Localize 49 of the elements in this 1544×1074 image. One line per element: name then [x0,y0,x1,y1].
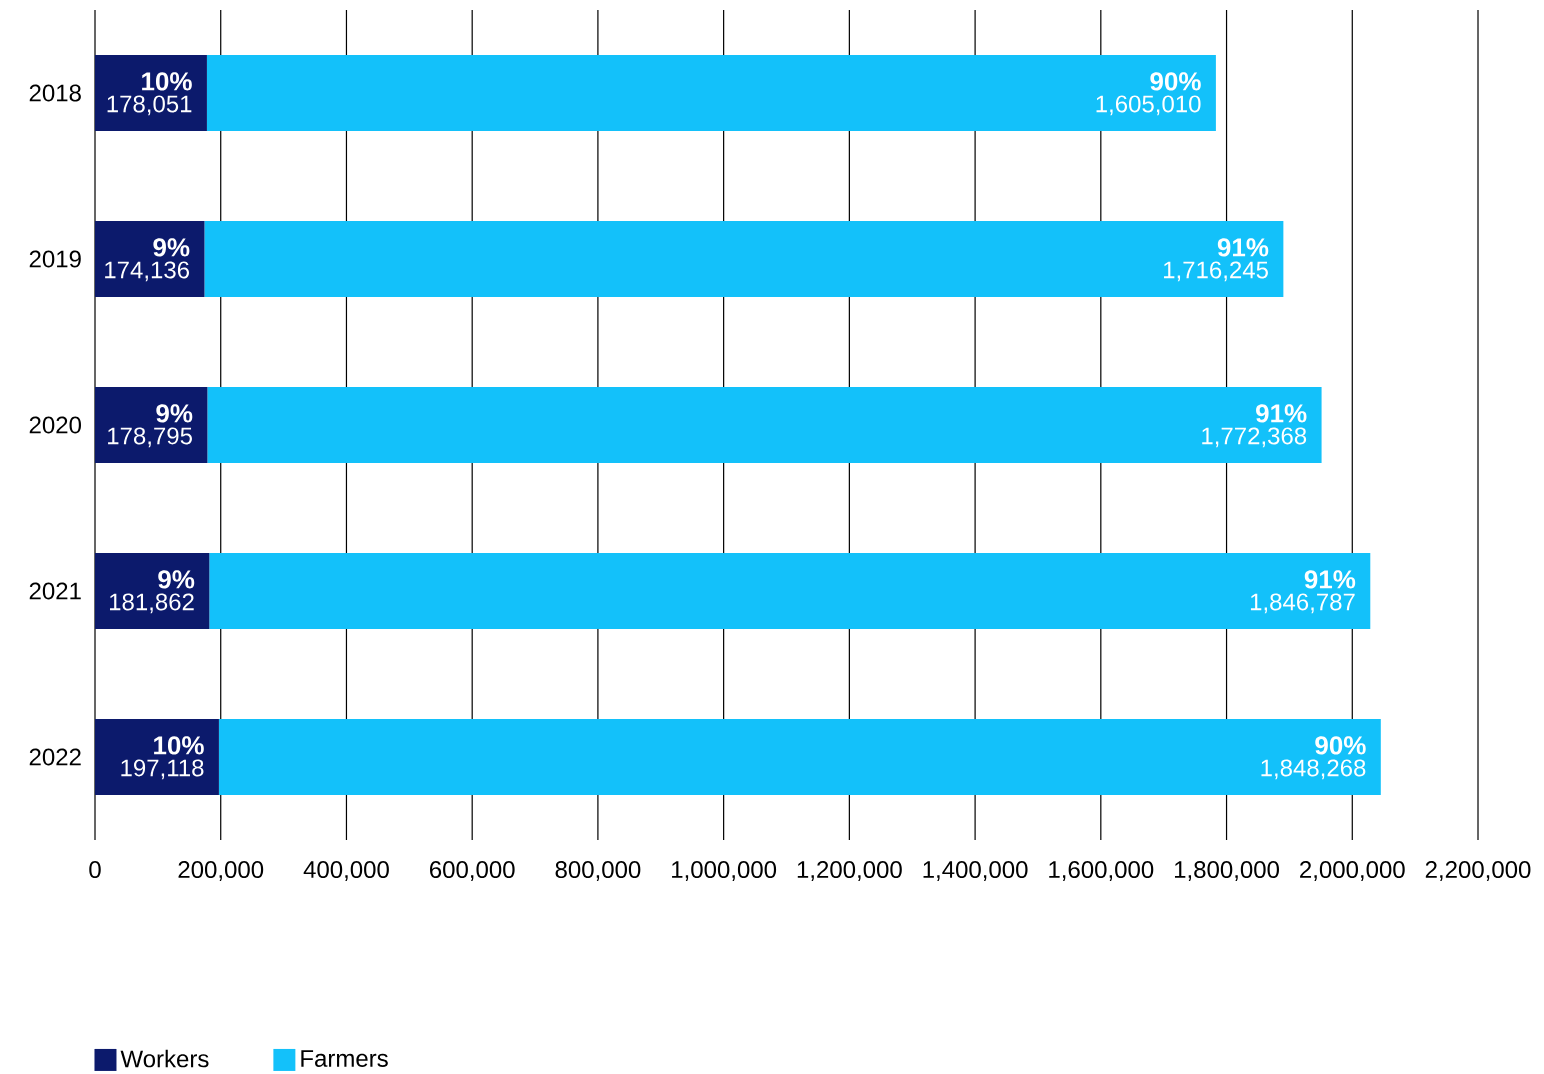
x-tick-label: 1,200,000 [797,861,902,881]
bar [218,718,1381,795]
y-tick-label: 2018 [29,84,81,102]
x-tick-label: 1,000,000 [672,861,777,881]
annotation: 91% [1304,570,1356,589]
data-label: 1,772,368 [1202,427,1307,448]
annotation: 9% [153,238,190,257]
legend-label: Workers [120,1049,209,1068]
x-tick-label: 2,000,000 [1300,861,1405,881]
y-tick-label: 2022 [29,748,81,766]
bar [95,718,219,795]
bar [206,55,1216,131]
x-tick-label: 1,600,000 [1049,861,1154,881]
bar [209,553,1371,629]
annotation: 90% [1315,736,1366,755]
y-tick-label: 2019 [29,250,81,268]
bar [95,553,210,629]
x-tick-label: 1,800,000 [1174,861,1279,881]
annotation: 91% [1217,238,1269,257]
bar [95,221,205,298]
annotation: 10% [142,72,192,91]
x-tick-label: 1,400,000 [923,861,1028,881]
x-tick-label: 800,000 [555,861,641,881]
bar [207,387,1322,463]
x-tick-label: 2,200,000 [1425,861,1531,881]
data-label: 1,605,010 [1096,95,1201,116]
x-tick-label: 400,000 [303,861,389,881]
data-label: 1,716,245 [1164,261,1268,282]
annotation: 10% [154,736,204,755]
bar [204,221,1284,298]
x-tick-label: 0 [89,861,101,879]
data-label: 1,848,268 [1261,759,1366,780]
x-tick-label: 200,000 [178,861,264,881]
y-tick-label: 2021 [29,582,81,600]
annotation: 9% [158,570,195,589]
data-label: 174,136 [105,261,189,282]
data-label: 178,051 [107,95,192,116]
data-label: 197,118 [121,759,204,780]
y-tick-label: 2020 [29,416,81,434]
annotation: 90% [1150,72,1201,91]
data-label: 181,862 [109,593,194,614]
data-label: 178,795 [108,427,192,448]
legend-label: Farmers [301,1050,388,1067]
annotation: 91% [1256,404,1307,423]
annotation: 9% [156,404,193,423]
x-tick-label: 600,000 [430,861,515,881]
bar [95,387,208,463]
bar [95,55,207,131]
data-label: 1,846,787 [1250,593,1355,614]
